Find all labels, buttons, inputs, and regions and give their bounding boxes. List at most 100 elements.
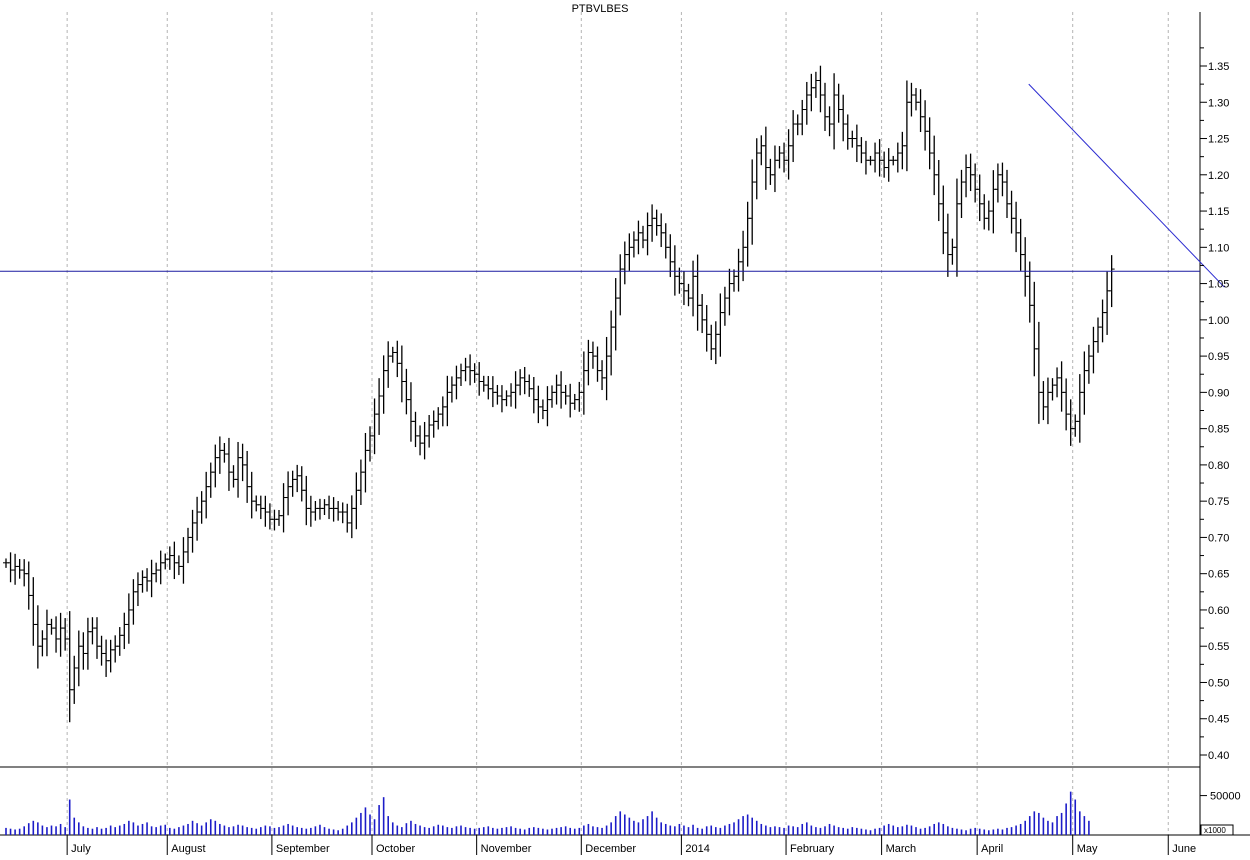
price-bar xyxy=(39,630,46,657)
price-bar xyxy=(685,283,692,307)
price-bar xyxy=(539,399,546,420)
price-bar xyxy=(644,212,651,256)
price-bar xyxy=(294,464,301,493)
price-bar xyxy=(771,145,778,193)
price-bar xyxy=(339,502,346,524)
price-bar xyxy=(653,209,660,236)
price-bar xyxy=(894,142,901,173)
month-label: February xyxy=(790,843,835,855)
price-bar xyxy=(439,396,446,427)
reference-lines xyxy=(0,83,1225,288)
price-bar xyxy=(80,632,87,670)
price-bar xyxy=(189,509,196,553)
price-tick-label: 0.50 xyxy=(1208,677,1229,689)
price-bar xyxy=(1058,361,1065,412)
price-tick-label: 1.10 xyxy=(1208,242,1229,254)
price-bar xyxy=(1049,378,1056,401)
price-bar xyxy=(762,126,769,190)
price-bar xyxy=(740,230,747,282)
price-bar xyxy=(853,124,860,163)
price-bar xyxy=(353,472,360,530)
price-bar xyxy=(758,135,765,166)
price-bar xyxy=(171,541,178,580)
price-bar xyxy=(790,110,797,163)
month-label: August xyxy=(171,843,205,855)
trend-line xyxy=(1028,83,1225,288)
price-bar xyxy=(535,385,542,424)
price-bar xyxy=(1008,190,1015,234)
price-bar xyxy=(926,117,933,170)
price-bar xyxy=(744,201,751,267)
price-bar xyxy=(398,345,405,403)
volume-unit-box xyxy=(1200,824,1234,836)
price-bar xyxy=(840,94,847,142)
volume-tick-label: 50000 xyxy=(1210,791,1241,803)
volume-unit-label: x1000 xyxy=(1204,826,1226,835)
price-bar xyxy=(1095,317,1101,353)
price-tick-label: 1.35 xyxy=(1208,61,1229,73)
price-tick-label: 0.85 xyxy=(1208,424,1229,436)
price-bar xyxy=(403,368,410,415)
price-tick-label: 0.45 xyxy=(1208,714,1229,726)
price-tick-label: 1.05 xyxy=(1208,279,1229,291)
price-bar xyxy=(185,527,191,564)
price-bar xyxy=(426,414,433,448)
price-bar xyxy=(1063,378,1070,431)
price-bar xyxy=(958,169,965,219)
price-bar xyxy=(721,286,728,326)
price-bar xyxy=(462,357,469,382)
price-tick-label: 1.30 xyxy=(1208,97,1229,109)
price-bar xyxy=(121,612,128,650)
price-bar xyxy=(917,89,924,132)
price-bar xyxy=(776,146,783,169)
price-bar xyxy=(417,425,424,456)
price-bar xyxy=(1022,237,1029,297)
price-bar xyxy=(1099,299,1106,343)
price-bar xyxy=(203,471,210,519)
price-bar xyxy=(448,376,455,403)
price-bar xyxy=(116,627,123,656)
price-bar xyxy=(521,366,528,395)
price-bar xyxy=(708,324,715,361)
price-bar xyxy=(785,129,792,180)
price-bar xyxy=(1104,271,1111,335)
price-bar xyxy=(253,495,260,512)
volume-axis: 50000 x1000 xyxy=(1200,791,1241,836)
price-bar xyxy=(75,630,82,687)
price-bar xyxy=(808,73,815,112)
price-bar xyxy=(635,220,642,255)
price-bar xyxy=(489,376,496,408)
price-bar xyxy=(990,170,997,234)
price-bar xyxy=(335,501,342,521)
price-tick-label: 0.65 xyxy=(1208,569,1229,581)
price-bar xyxy=(1090,326,1097,374)
price-bar xyxy=(421,421,428,460)
price-tick-label: 1.25 xyxy=(1208,134,1229,146)
price-bar xyxy=(608,310,615,376)
price-bar xyxy=(385,341,392,388)
price-bar xyxy=(731,269,737,292)
price-bar xyxy=(822,82,828,131)
price-bar xyxy=(43,609,50,657)
price-bar xyxy=(112,635,119,663)
month-label: May xyxy=(1077,843,1098,855)
price-bar xyxy=(526,374,533,397)
price-bar xyxy=(671,245,678,296)
price-bar xyxy=(1108,255,1115,308)
price-bar xyxy=(84,617,91,670)
price-bar xyxy=(589,341,596,369)
price-bar xyxy=(1031,281,1038,377)
price-bar xyxy=(94,617,100,659)
price-tick-label: 0.60 xyxy=(1208,605,1229,617)
price-bar xyxy=(276,510,282,526)
price-bar xyxy=(1054,367,1061,398)
price-bar xyxy=(1081,351,1088,415)
price-bar xyxy=(389,346,396,363)
price-bar xyxy=(621,241,628,285)
price-tick-label: 1.00 xyxy=(1208,315,1229,327)
month-label: April xyxy=(981,843,1003,855)
price-bar xyxy=(107,639,114,673)
price-bar xyxy=(285,471,292,516)
price-bar xyxy=(794,114,801,136)
price-bar xyxy=(357,459,364,506)
